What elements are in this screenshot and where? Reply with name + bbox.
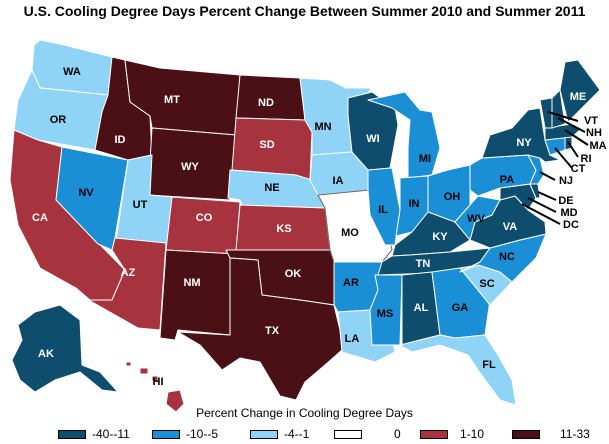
- label-OR: OR: [50, 114, 67, 126]
- label-KS: KS: [276, 223, 291, 235]
- label-OH: OH: [444, 191, 461, 203]
- label-SC: SC: [479, 278, 494, 290]
- label-MD: MD: [560, 207, 577, 219]
- leader-vt: [547, 111, 579, 122]
- label-MS: MS: [377, 308, 394, 320]
- legend-swatch: [58, 429, 86, 439]
- state-FL: [399, 334, 517, 406]
- leader-ri: [567, 141, 579, 158]
- label-GA: GA: [452, 302, 469, 314]
- label-AR: AR: [343, 277, 359, 289]
- label-NE: NE: [264, 182, 279, 194]
- label-WV: WV: [467, 213, 485, 225]
- label-IL: IL: [378, 204, 388, 216]
- label-OK: OK: [285, 268, 302, 280]
- label-AZ: AZ: [121, 267, 136, 279]
- label-AK: AK: [38, 348, 54, 360]
- state-AZ: [84, 237, 167, 331]
- label-ME: ME: [570, 91, 587, 103]
- label-TN: TN: [416, 258, 431, 270]
- legend-label: -10--5: [186, 427, 219, 441]
- legend-swatch: [420, 429, 448, 439]
- leader-nh: [557, 117, 586, 133]
- legend-item: -40--11: [58, 427, 130, 441]
- legend-label: -40--11: [92, 427, 130, 441]
- state-NC: [459, 233, 547, 283]
- label-VA: VA: [503, 221, 518, 233]
- legend-swatch: [334, 429, 362, 439]
- legend-item: -4--1: [250, 427, 309, 441]
- state-HI: [125, 361, 185, 413]
- state-WV: [454, 195, 501, 241]
- legend-item: 1-10: [420, 427, 484, 441]
- legend-swatch: [152, 429, 180, 439]
- legend-title: Percent Change in Cooling Degree Days: [196, 406, 413, 420]
- state-IL: [367, 167, 401, 246]
- legend-label: 11-33: [560, 427, 590, 441]
- label-NJ: NJ: [559, 175, 573, 187]
- label-TX: TX: [265, 325, 280, 337]
- label-KY: KY: [432, 231, 448, 243]
- label-LA: LA: [345, 333, 360, 345]
- leader-md: [527, 197, 557, 213]
- label-CA: CA: [32, 212, 48, 224]
- label-WY: WY: [181, 161, 199, 173]
- label-NM: NM: [183, 277, 200, 289]
- label-MO: MO: [341, 227, 359, 239]
- leader-ct: [554, 147, 573, 169]
- leader-nj: [539, 171, 556, 181]
- label-VT: VT: [584, 115, 598, 127]
- leader-ma: [564, 129, 589, 146]
- label-AL: AL: [414, 302, 429, 314]
- legend-label: 1-10: [460, 427, 485, 441]
- label-DC: DC: [563, 219, 579, 231]
- label-UT: UT: [133, 199, 148, 211]
- label-RI: RI: [581, 153, 592, 165]
- legend-swatch: [250, 429, 278, 439]
- state-MA: [544, 123, 581, 141]
- label-HI: HI: [153, 376, 164, 388]
- label-WA: WA: [63, 66, 81, 78]
- legend-label: -4--1: [284, 427, 310, 441]
- label-IA: IA: [333, 175, 344, 187]
- state-TX: [177, 257, 343, 401]
- state-CO: [165, 196, 241, 255]
- label-MI: MI: [419, 153, 431, 165]
- label-MT: MT: [164, 94, 180, 106]
- legend-item: -10--5: [152, 427, 218, 441]
- label-CT: CT: [571, 163, 586, 175]
- label-FL: FL: [482, 359, 496, 371]
- label-IN: IN: [409, 198, 420, 210]
- state-AK: [11, 304, 119, 393]
- leader-dc: [521, 203, 561, 225]
- label-PA: PA: [500, 174, 515, 186]
- label-NH: NH: [586, 127, 602, 139]
- legend-label: 0: [394, 427, 401, 441]
- label-SD: SD: [259, 139, 274, 151]
- label-ID: ID: [115, 134, 126, 146]
- label-NV: NV: [78, 187, 94, 199]
- leader-de: [537, 191, 557, 201]
- legend-swatch: [512, 429, 540, 439]
- label-MN: MN: [314, 121, 331, 133]
- label-NY: NY: [516, 137, 532, 149]
- label-MA: MA: [589, 140, 606, 152]
- state-NH: [551, 89, 566, 129]
- label-WI: WI: [366, 133, 379, 145]
- label-NC: NC: [499, 251, 515, 263]
- legend-item: 11-33: [512, 427, 590, 441]
- legend: -40--11 -10--5 -4--1 0 1-10 11-33: [0, 424, 609, 444]
- label-ND: ND: [258, 97, 274, 109]
- label-DE: DE: [558, 195, 573, 207]
- legend-item: 0: [334, 427, 401, 441]
- state-NM: [159, 249, 237, 341]
- state-ME: [559, 59, 601, 123]
- label-CO: CO: [196, 212, 213, 224]
- map-title: U.S. Cooling Degree Days Percent Change …: [23, 3, 586, 19]
